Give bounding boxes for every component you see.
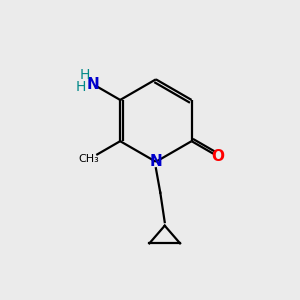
- Text: H: H: [75, 80, 86, 94]
- Text: O: O: [212, 149, 224, 164]
- Text: CH₃: CH₃: [79, 154, 100, 164]
- Text: H: H: [80, 68, 90, 83]
- Text: N: N: [149, 154, 162, 169]
- Text: N: N: [86, 77, 99, 92]
